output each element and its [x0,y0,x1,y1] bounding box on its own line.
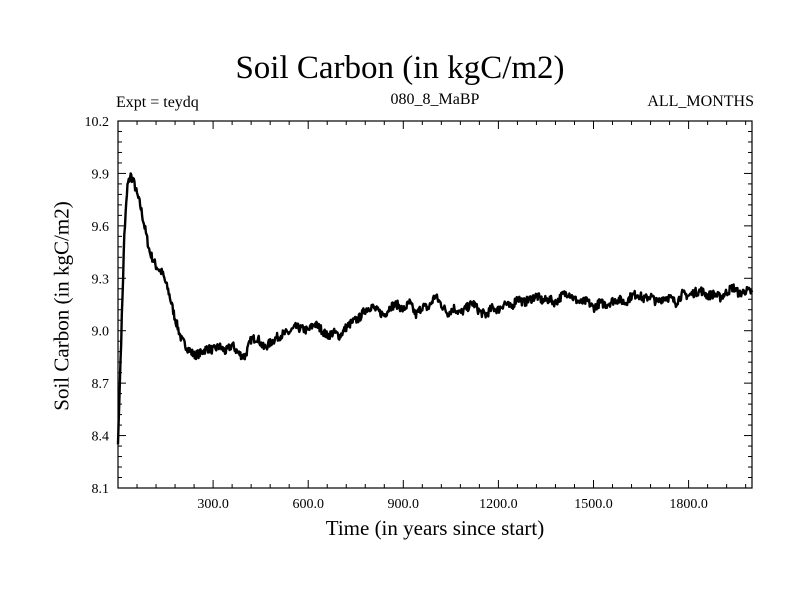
y-tick-label: 9.3 [92,272,110,287]
x-tick-labels: 300.0 600.0 900.0 1200.0 1500.0 1800.0 [197,497,707,512]
x-tick-label: 900.0 [388,497,420,512]
y-tick-label: 9.6 [92,220,110,235]
x-tick-label: 1800.0 [669,497,708,512]
x-tick-label: 1500.0 [574,497,613,512]
y-tick-label: 8.1 [92,482,110,497]
axis-ticks [117,120,752,489]
x-tick-label: 600.0 [292,497,324,512]
x-axis-label: Time (in years since start) [325,516,545,540]
plot-frame [117,120,753,489]
y-tick-label: 10.2 [85,115,110,130]
chart-title: Soil Carbon (in kgC/m2) [235,50,565,86]
y-tick-label: 8.4 [92,430,110,445]
x-tick-label: 1200.0 [479,497,518,512]
y-tick-labels: 8.1 8.4 8.7 9.0 9.3 9.6 9.9 10.2 [85,115,110,497]
x-tick-label: 300.0 [197,497,229,512]
y-tick-label: 9.0 [92,325,110,340]
y-tick-label: 8.7 [92,377,110,392]
y-tick-label: 9.9 [92,167,110,182]
period-annotation: 080_8_MaBP [390,91,480,108]
experiment-annotation: Expt = teydq [116,94,199,111]
soil-carbon-series-line [116,172,754,445]
months-annotation: ALL_MONTHS [647,93,754,110]
